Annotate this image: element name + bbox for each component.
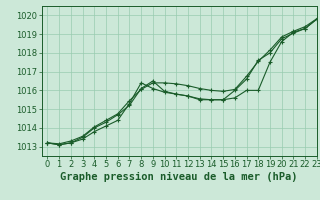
- X-axis label: Graphe pression niveau de la mer (hPa): Graphe pression niveau de la mer (hPa): [60, 172, 298, 182]
